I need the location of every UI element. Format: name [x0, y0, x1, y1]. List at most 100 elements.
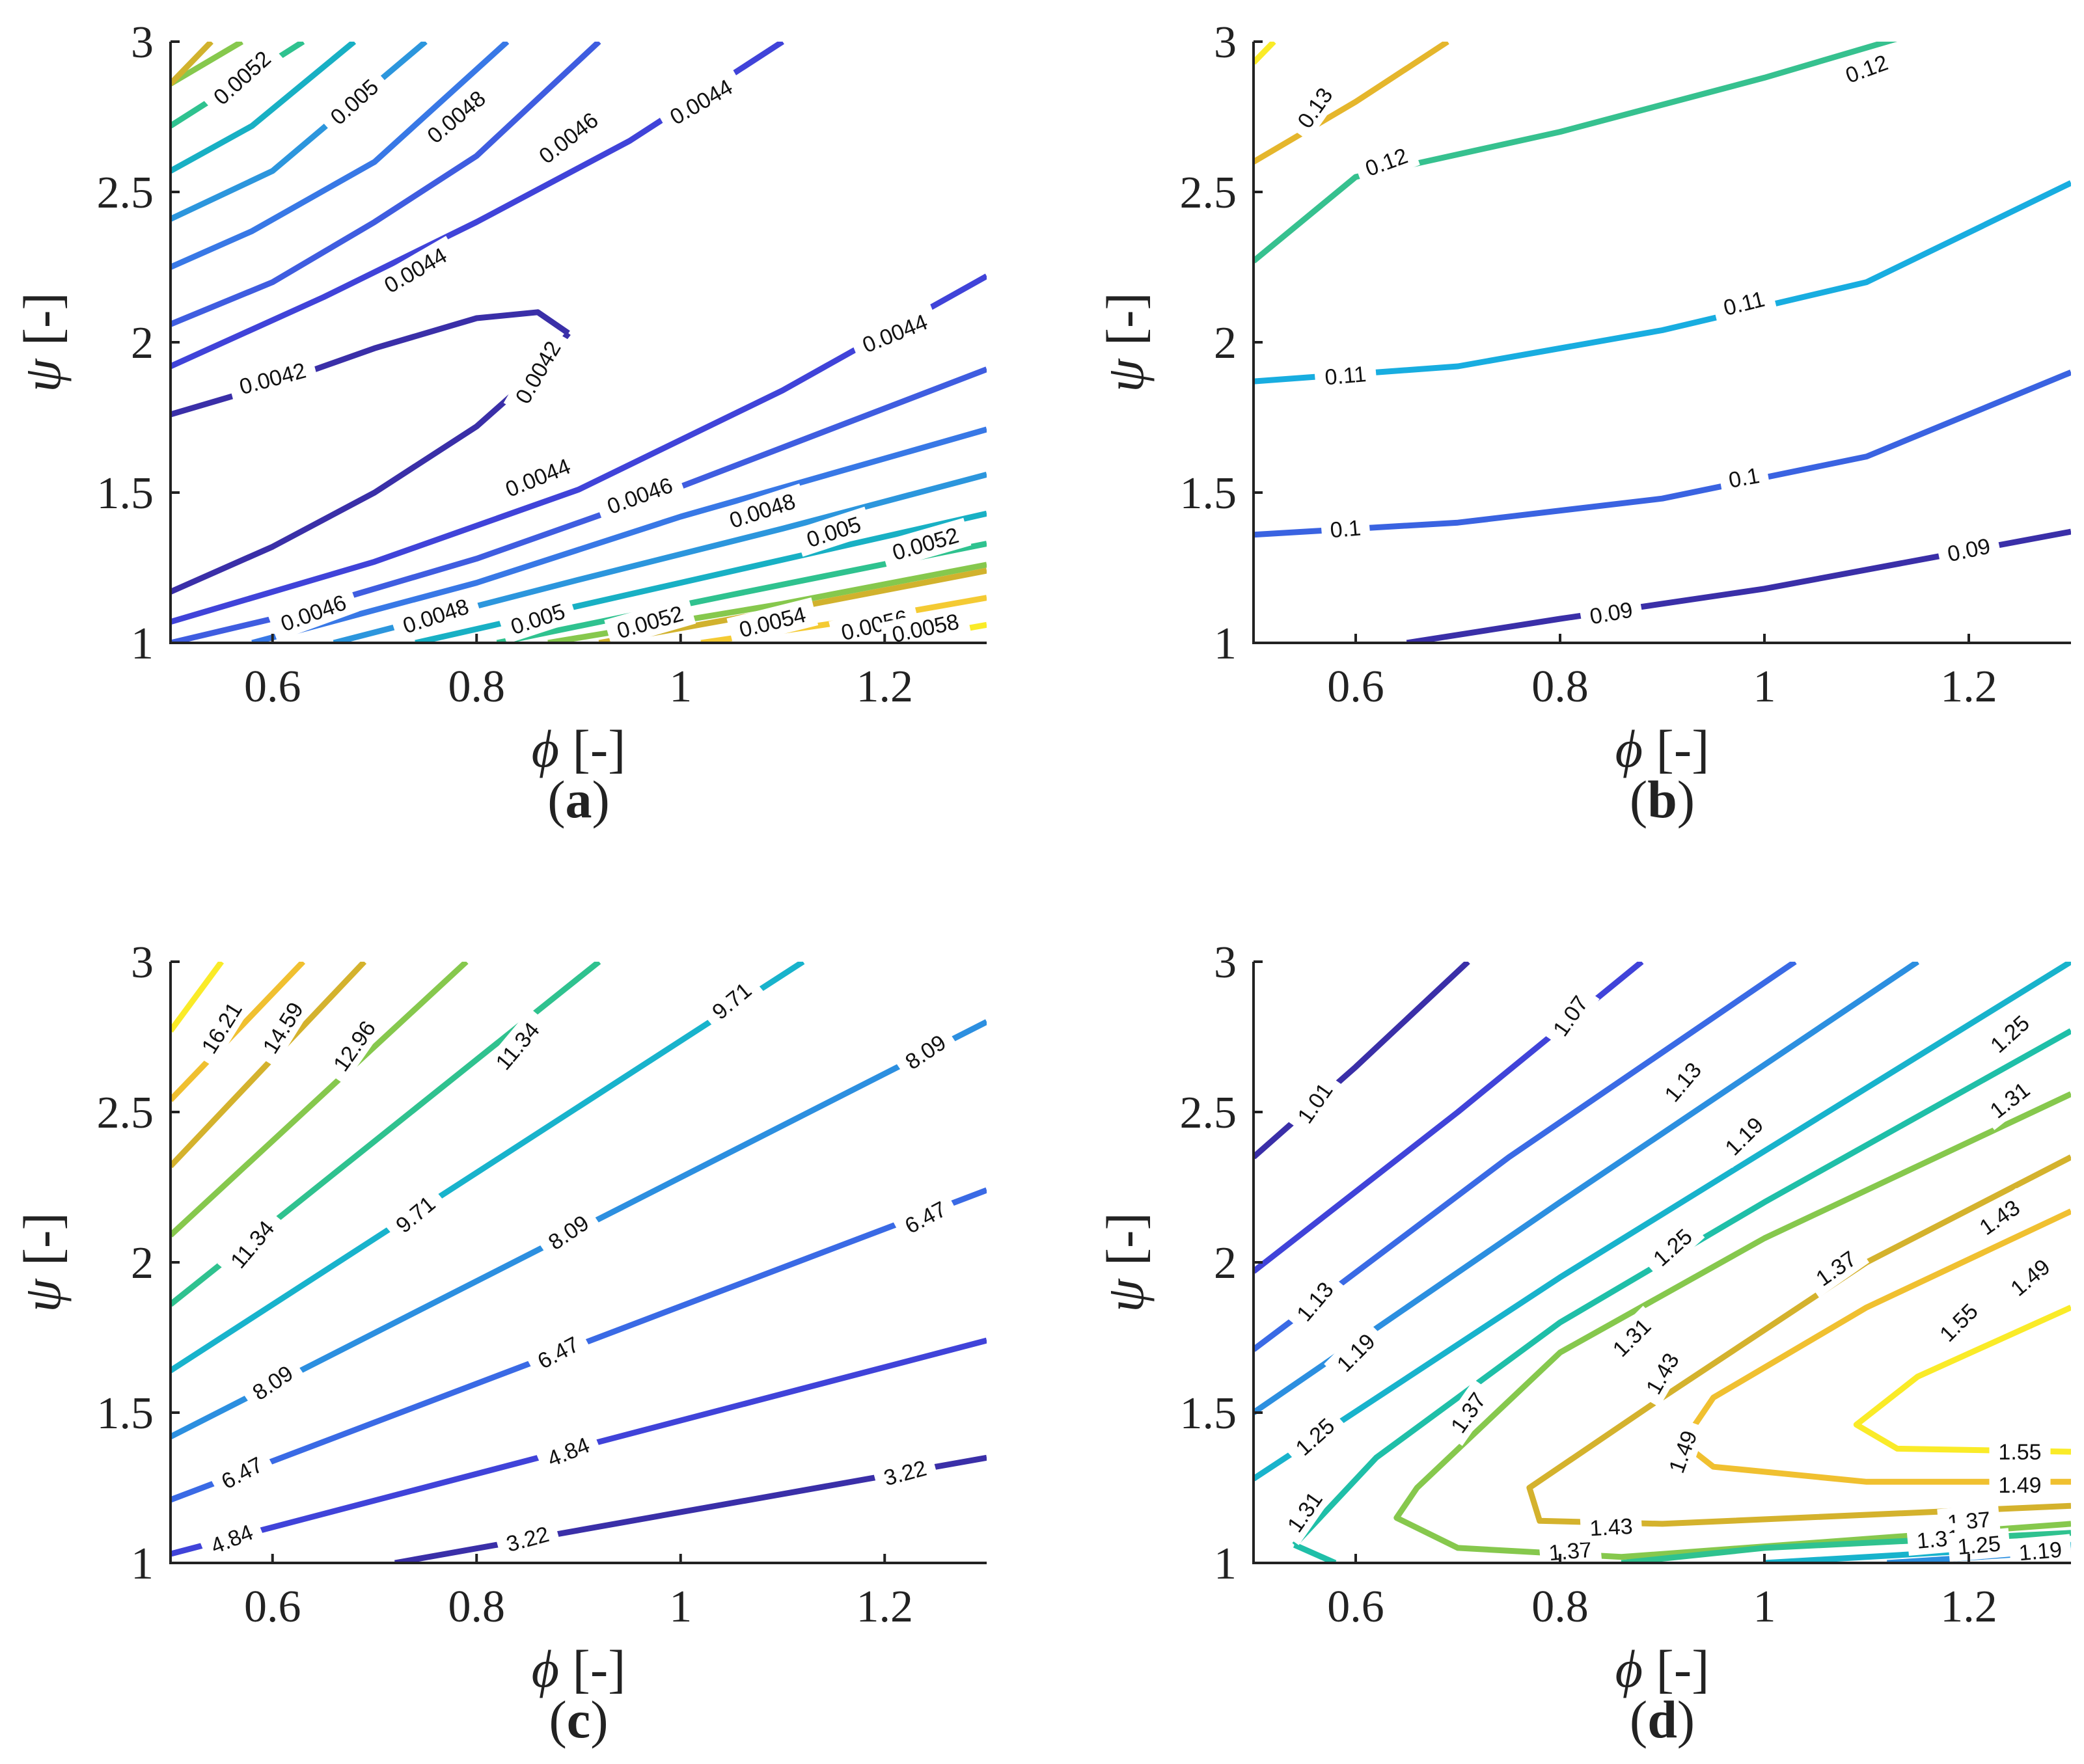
contour-line [1254, 962, 1470, 1160]
contour-label-group: 0.0044 [849, 303, 941, 363]
contour-label-background [200, 38, 284, 118]
contour-line [171, 42, 601, 327]
contour-label-group: 1.37 [1438, 1379, 1498, 1446]
y-axis-symbol: ψ [12, 358, 72, 392]
contour-label-background [594, 467, 686, 524]
contour-line [171, 42, 428, 222]
contour-label-group: 0.13 [1285, 74, 1345, 141]
contour-label-group: 1.37 [1802, 1239, 1870, 1298]
caption-open-paren: ( [1630, 1690, 1647, 1749]
x-axis-label: ϕ [-] [532, 719, 626, 778]
contour-label-background [1658, 1418, 1707, 1486]
contour-line [251, 426, 987, 643]
contour-label-background [716, 483, 808, 538]
contour-label-background [189, 988, 254, 1067]
contour-label-group: 0.11 [1313, 358, 1378, 392]
y-axis-unit: [-] [12, 292, 72, 346]
contour-label-background [1936, 529, 2002, 571]
axis-frame [169, 962, 987, 1564]
contour-label-group: 8.09 [892, 1023, 959, 1081]
contour-line [171, 962, 469, 1238]
contour-label-background [226, 353, 319, 403]
y-axis-symbol: ψ [12, 1278, 72, 1312]
contour-lines [171, 962, 987, 1563]
x-axis-symbol: ϕ [1615, 719, 1643, 778]
contour-label-background [498, 593, 578, 644]
x-axis-unit: [-] [1656, 719, 1710, 778]
contour-label-background [317, 66, 392, 137]
contour-line [171, 962, 225, 1033]
contour-label-background [1718, 459, 1770, 496]
contour-label-group: 6.47 [524, 1325, 592, 1380]
panel-caption: (d) [1630, 1690, 1695, 1749]
contour-label-background [321, 1007, 387, 1085]
contour-label-background [239, 1353, 307, 1412]
contour-label-group: 1.13 [1284, 1268, 1346, 1335]
x-tick-label: 1 [1753, 662, 1776, 712]
contour-label-background [1600, 1305, 1664, 1370]
contour-labels: 1.011.071.131.131.191.191.251.251.251.31… [1275, 983, 2072, 1568]
contour-label-background [389, 588, 482, 644]
x-tick-label: 1.2 [1940, 1582, 1997, 1632]
panel-caption: (a) [547, 770, 610, 829]
contour-label: 1.55 [1998, 1440, 2041, 1465]
contour-label-background [1284, 1268, 1346, 1335]
contour-line [171, 962, 805, 1374]
contour-label: 1.43 [1589, 1514, 1634, 1541]
contour-label-background [1989, 1437, 2051, 1467]
caption-letter: a [566, 770, 592, 829]
contour-label-background [1275, 1478, 1334, 1545]
contour-label: 0.11 [1324, 362, 1367, 390]
contour-label-background [698, 970, 765, 1032]
panel-a: 0.0052 0.005 0.0048 0.0046 0.0044 0.0044 0.004… [12, 18, 987, 829]
contour-label-background [208, 1445, 276, 1500]
y-axis-unit: [-] [12, 1212, 72, 1266]
contour-label-background [892, 1190, 959, 1245]
contour-line [171, 962, 367, 1169]
contour-label-background [1324, 1320, 1388, 1385]
caption-close-paren: ) [592, 770, 610, 829]
contour-label-background [525, 100, 612, 176]
x-tick-label: 0.8 [1531, 1582, 1589, 1632]
contour-label: 0.1 [1727, 463, 1761, 493]
contour-label: 0.1 [1329, 515, 1362, 543]
contour-label-background [370, 236, 461, 305]
caption-close-paren: ) [1677, 770, 1695, 829]
contour-lines [1254, 42, 2071, 643]
contour-label: 3.22 [504, 1522, 552, 1557]
caption-letter: c [567, 1690, 590, 1749]
x-tick-label: 0.6 [1327, 662, 1384, 712]
y-tick-label: 3 [1214, 938, 1237, 988]
y-tick-label: 2 [1214, 318, 1237, 368]
caption-letter: b [1647, 770, 1677, 829]
contour-label-group: 0.0052 [604, 596, 696, 648]
x-tick-label: 1 [1753, 1582, 1776, 1632]
y-axis-unit: [-] [1095, 1212, 1155, 1266]
x-axis-symbol: ϕ [532, 1639, 559, 1698]
x-axis-symbol: ϕ [532, 719, 559, 778]
contour-label-background [793, 506, 873, 557]
y-tick-label: 2 [1214, 1238, 1237, 1288]
contour-label-group: 4.84 [534, 1427, 603, 1477]
y-tick-label: 2.5 [1180, 1088, 1237, 1138]
contour-label-background [1926, 1290, 1991, 1355]
contour-label-group: 1.55 [1926, 1290, 1991, 1355]
contour-labels: 0.0052 0.005 0.0048 0.0046 0.0044 0.0044 0.004… [200, 38, 972, 651]
caption-open-paren: ( [547, 770, 565, 829]
contour-label-group: 1.25 [1947, 1528, 2011, 1562]
caption-close-paren: ) [590, 1690, 608, 1749]
contour-line [1292, 1028, 2071, 1547]
contour-label-group: 1.37 [1538, 1534, 1602, 1568]
contour-label-group: 0.0046 [525, 100, 612, 176]
contour-line [1406, 528, 2071, 643]
contour-label-background [524, 1325, 592, 1380]
contour-label-background [1285, 1069, 1345, 1137]
contour-label-group: 8.09 [535, 1203, 602, 1262]
contour-label-background [1320, 512, 1371, 545]
contour-label-group: 1.49 [1997, 1247, 2063, 1309]
x-tick-label: 0.6 [244, 662, 301, 712]
x-tick-label: 0.8 [1531, 662, 1589, 712]
contour-label-group: 0.1 [1320, 512, 1371, 545]
contour-label-background [534, 1427, 603, 1477]
contour-label-group: 3.22 [871, 1450, 939, 1495]
